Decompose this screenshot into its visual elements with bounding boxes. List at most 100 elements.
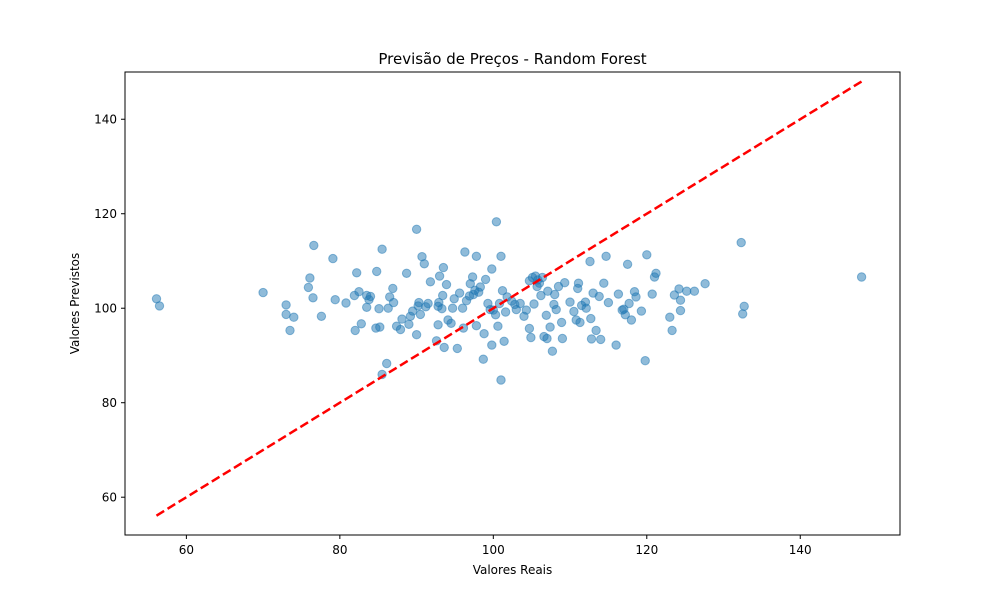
data-point [624, 298, 634, 309]
data-point [521, 305, 531, 315]
data-point [285, 325, 295, 336]
reference-line-layer [155, 80, 863, 517]
data-point [496, 251, 506, 261]
data-point [460, 247, 470, 257]
data-point [478, 354, 488, 364]
data-point [434, 271, 445, 281]
data-point [419, 259, 429, 269]
data-point [669, 290, 680, 300]
data-point [557, 333, 568, 344]
data-point [449, 294, 459, 304]
data-point [354, 287, 364, 297]
data-point [529, 299, 539, 309]
data-point [425, 277, 436, 287]
data-point [414, 297, 424, 308]
data-point [457, 303, 468, 313]
data-point [377, 244, 387, 254]
data-point [467, 272, 478, 282]
data-point [437, 304, 447, 314]
data-point [636, 306, 647, 316]
data-point [374, 304, 384, 314]
data-point [856, 272, 867, 282]
data-point [395, 324, 406, 335]
x-tick-label: 100 [482, 543, 505, 557]
data-point [352, 268, 362, 278]
data-point [439, 342, 449, 353]
data-point [328, 253, 338, 264]
points-layer [151, 217, 867, 385]
data-point [258, 287, 268, 298]
x-tick-label: 120 [635, 543, 658, 557]
data-point [689, 286, 700, 296]
data-point [433, 320, 443, 330]
data-point [475, 282, 485, 292]
y-tick-label: 100 [94, 302, 117, 316]
data-point [581, 303, 591, 313]
data-point [640, 356, 650, 366]
data-point [700, 279, 710, 289]
data-point [383, 303, 393, 313]
data-point [667, 325, 677, 336]
data-point [613, 289, 624, 299]
data-point [545, 322, 555, 332]
data-point [447, 303, 458, 313]
data-point [622, 259, 633, 269]
data-point [682, 286, 692, 296]
plot-area-frame [124, 71, 901, 536]
data-point [585, 256, 595, 267]
data-point [565, 297, 575, 307]
data-point [586, 334, 597, 344]
data-point [736, 237, 746, 248]
data-point [496, 375, 506, 385]
x-tick-label: 80 [332, 543, 347, 557]
data-point [497, 286, 508, 296]
x-tick-label: 140 [789, 543, 812, 557]
data-point [487, 264, 497, 274]
data-point [480, 274, 491, 285]
data-point [526, 332, 536, 343]
data-point [446, 318, 456, 328]
data-point [631, 292, 641, 302]
data-point [541, 310, 551, 320]
data-point [454, 288, 465, 298]
y-tick-label: 60 [102, 491, 117, 505]
data-point [341, 298, 351, 308]
y-tick-label: 140 [94, 113, 117, 127]
y-tick-label: 80 [102, 396, 117, 410]
data-point [586, 313, 596, 324]
reference-line [155, 80, 863, 517]
data-point [674, 284, 684, 294]
data-point [524, 323, 535, 334]
data-point [490, 310, 501, 320]
data-point [675, 295, 686, 305]
y-axis-label: Valores Previstos [68, 253, 82, 355]
chart-title: Previsão de Preços - Random Forest [378, 50, 646, 68]
data-point [739, 301, 749, 311]
data-point [388, 297, 399, 308]
data-point [411, 224, 422, 235]
data-point [738, 309, 748, 319]
data-point [372, 266, 382, 277]
data-point [569, 306, 579, 317]
data-point [415, 309, 426, 320]
data-point [471, 251, 482, 261]
data-point [620, 310, 630, 320]
data-point [471, 321, 482, 331]
data-point [594, 291, 604, 302]
data-point [303, 282, 314, 293]
data-point [397, 314, 407, 324]
data-point [493, 321, 503, 331]
data-point [404, 319, 414, 329]
data-point [573, 278, 584, 288]
data-point [375, 322, 385, 332]
x-tick-label: 60 [179, 543, 194, 557]
x-axis-label: Valores Reais [473, 563, 553, 577]
data-point [281, 300, 291, 310]
data-point [423, 298, 433, 309]
data-point [479, 329, 489, 339]
data-point [289, 312, 299, 322]
data-point [626, 315, 637, 325]
data-point [547, 346, 558, 356]
data-point [382, 358, 392, 369]
